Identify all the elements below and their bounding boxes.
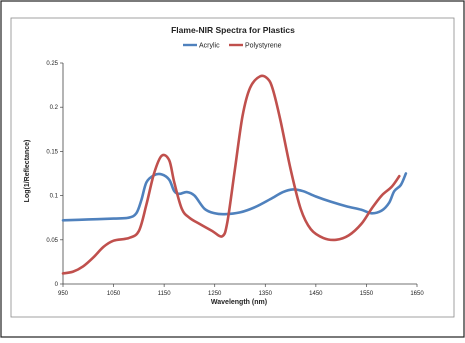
x-tick-label: 1150 xyxy=(158,291,172,297)
y-tick-label: 0 xyxy=(55,282,59,288)
legend-label-polystyrene: Polystyrene xyxy=(245,43,282,50)
y-tick-label: 0.25 xyxy=(46,61,58,67)
x-tick-label: 950 xyxy=(58,291,69,297)
series-layer xyxy=(61,74,408,275)
x-tick-label: 1350 xyxy=(259,291,273,297)
y-tick-label: 0.2 xyxy=(50,105,59,111)
x-tick-label: 1050 xyxy=(107,291,121,297)
x-axis-title: Wavelength (nm) xyxy=(211,299,267,306)
y-axis-title: Log(1/Reflectance) xyxy=(24,140,31,203)
legend-label-acrylic: Acrylic xyxy=(199,43,220,50)
x-tick-label: 1250 xyxy=(208,291,222,297)
chart-area-border xyxy=(10,17,455,318)
y-tick-label: 0.05 xyxy=(46,238,58,244)
x-tick-label: 1450 xyxy=(309,291,323,297)
x-tick-label: 1650 xyxy=(410,291,424,297)
y-tick-label: 0.1 xyxy=(50,194,59,200)
legend: Acrylic Polystyrene xyxy=(183,43,282,50)
axes: 0 0.05 0.1 0.15 0.2 0.25 950 1050 1150 1250 1350 14… xyxy=(46,61,424,297)
x-tick-label: 1550 xyxy=(360,291,374,297)
chart-title: Flame-NIR Spectra for Plastics xyxy=(171,25,295,35)
y-tick-label: 0.15 xyxy=(46,149,58,155)
series-line-polystyrene xyxy=(61,74,401,275)
